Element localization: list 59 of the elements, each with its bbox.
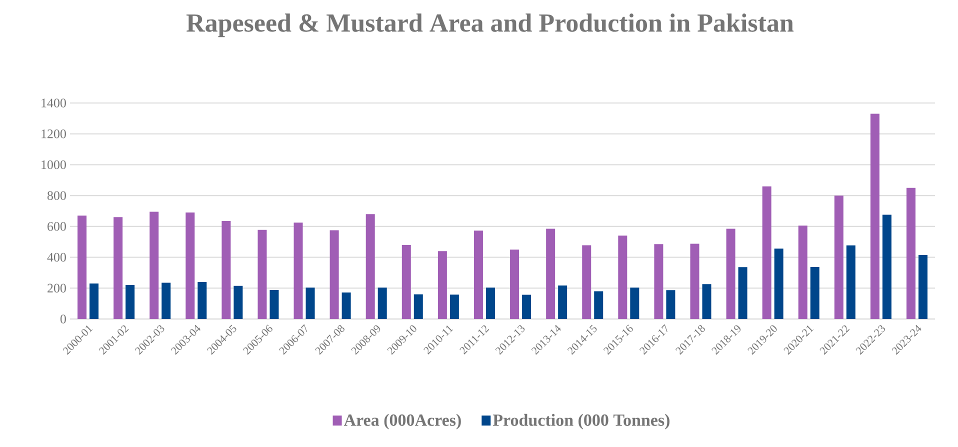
y-tick-label: 600	[48, 222, 66, 231]
y-tick-label: 1000	[42, 160, 66, 170]
bar	[702, 284, 712, 319]
y-tick-label: 0	[60, 314, 66, 324]
bar	[294, 222, 303, 319]
bar	[522, 294, 532, 319]
bar	[870, 114, 880, 319]
bar	[882, 214, 892, 319]
bar	[582, 245, 592, 319]
y-tick-label: 400	[47, 252, 66, 262]
bar	[222, 221, 231, 319]
bar	[654, 244, 664, 319]
bar	[630, 288, 640, 319]
bar	[186, 212, 195, 319]
bar	[906, 188, 916, 319]
y-tick-label: 800	[47, 191, 66, 200]
legend-label: Production (000 Tonnes)	[492, 414, 670, 430]
bar	[270, 290, 279, 319]
bar	[810, 267, 820, 319]
bar	[774, 248, 784, 319]
bar	[558, 286, 568, 319]
bar	[90, 284, 99, 319]
bar	[846, 245, 856, 319]
bar	[150, 212, 159, 319]
bar	[198, 282, 207, 319]
bar	[234, 286, 243, 319]
chart-title: Rapeseed & Mustard Area and Production in Pakistan	[186, 14, 794, 38]
bar	[594, 291, 604, 319]
bar	[546, 228, 556, 319]
y-tick-label: 1400	[42, 98, 66, 108]
bar	[738, 267, 748, 319]
bar	[834, 196, 844, 319]
bar	[366, 214, 375, 319]
bar	[330, 230, 339, 319]
bar	[666, 290, 676, 319]
bar	[162, 282, 171, 319]
bar	[474, 230, 483, 319]
bar	[486, 288, 495, 319]
bar	[126, 285, 135, 319]
bar	[510, 250, 520, 319]
bar	[438, 251, 447, 319]
y-tick-label: 1200	[42, 129, 66, 138]
bar	[306, 288, 315, 319]
bar	[402, 244, 411, 319]
bar	[726, 228, 736, 319]
bar	[114, 217, 123, 319]
y-tick-label: 200	[48, 284, 66, 293]
bar	[918, 254, 928, 319]
legend-label: Area (000Acres)	[344, 414, 461, 430]
bar	[378, 288, 387, 319]
bar	[258, 230, 267, 319]
bar	[762, 186, 772, 319]
bar	[618, 236, 628, 319]
bar	[690, 244, 700, 319]
bar	[414, 294, 423, 319]
bar	[342, 292, 351, 319]
bar	[78, 216, 87, 319]
bar	[798, 226, 808, 319]
bar	[450, 294, 459, 319]
